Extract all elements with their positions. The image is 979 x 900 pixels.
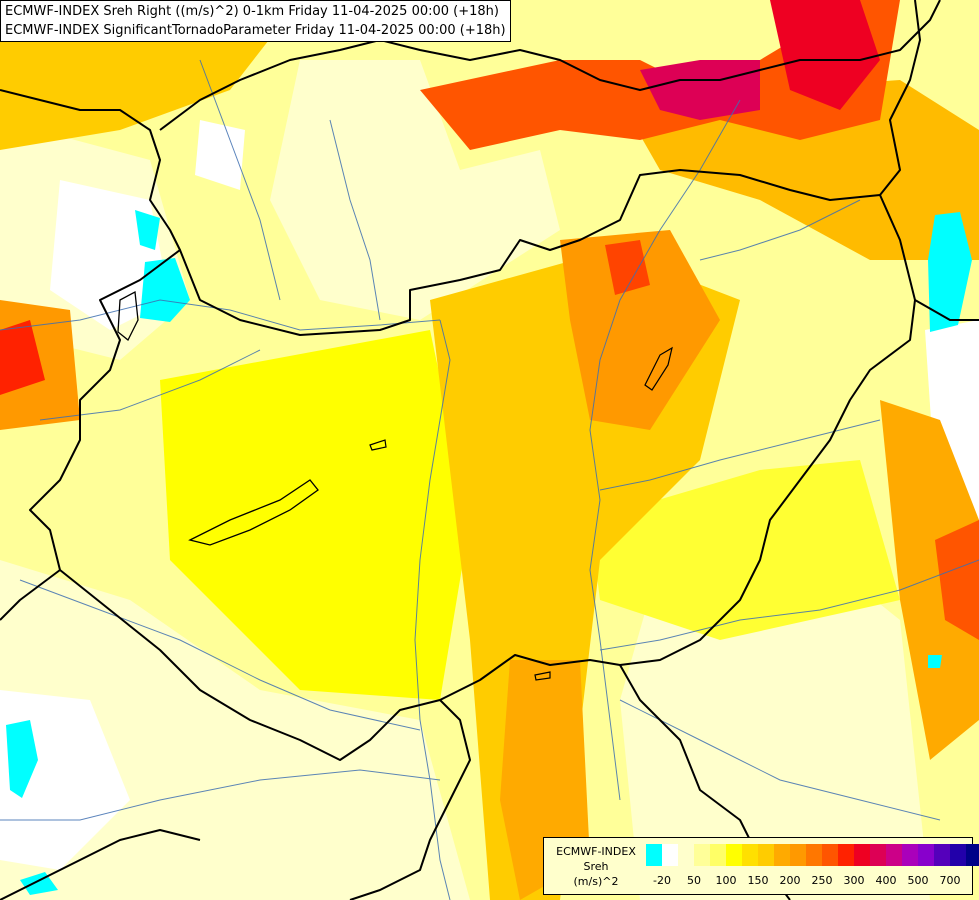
field-crimson-north xyxy=(640,60,760,120)
river-drava xyxy=(19,579,421,731)
legend-swatch xyxy=(886,844,902,866)
legend-swatch xyxy=(838,844,854,866)
legend-swatch xyxy=(870,844,886,866)
river-south-east xyxy=(619,699,941,821)
color-legend: ECMWF-INDEX Sreh (m/s)^2 -20 50 100 150 200 2… xyxy=(543,837,979,895)
legend-variable: Sreh xyxy=(583,860,609,873)
field-cyan-west-2 xyxy=(140,258,190,322)
river-koros xyxy=(599,419,881,491)
field-red-west-spot xyxy=(0,320,45,395)
river-tisza xyxy=(589,99,741,801)
legend-swatch xyxy=(902,844,918,866)
legend-swatch xyxy=(694,844,710,866)
field-cyan-southwest xyxy=(6,720,38,798)
legend-tick-label: 50 xyxy=(687,874,701,887)
river-danube-upper xyxy=(0,299,441,331)
legend-tick-label: 400 xyxy=(875,874,897,887)
river-mures xyxy=(599,559,979,651)
border-southwest xyxy=(0,829,201,900)
legend-tick-label: 150 xyxy=(747,874,769,887)
field-cyan-east-small xyxy=(928,655,942,668)
border-north xyxy=(0,89,181,251)
border-ukraine xyxy=(879,0,921,196)
legend-unit: (m/s)^2 xyxy=(573,875,619,888)
legend-tick-label: 500 xyxy=(907,874,929,887)
border-south xyxy=(349,699,471,900)
border-croatia xyxy=(0,569,61,621)
field-red-northeast xyxy=(770,0,880,110)
lake-neusiedl xyxy=(117,290,139,342)
lake-small-center xyxy=(369,439,387,451)
lake-tisza xyxy=(644,346,673,391)
field-orange-east-band xyxy=(880,400,979,760)
lake-balaton xyxy=(188,479,319,546)
legend-swatch xyxy=(678,844,694,866)
legend-swatch xyxy=(774,844,790,866)
river-north-east xyxy=(699,199,861,261)
river-hron xyxy=(329,119,381,321)
legend-swatch xyxy=(646,844,662,866)
legend-heading: ECMWF-INDEX Sreh (m/s)^2 xyxy=(548,844,644,889)
legend-color-scale xyxy=(646,844,979,866)
legend-swatch xyxy=(918,844,934,866)
field-cyan-south-edge xyxy=(20,872,58,895)
legend-tick-label: 200 xyxy=(779,874,801,887)
legend-swatch xyxy=(966,844,979,866)
field-orange-center xyxy=(560,230,720,430)
legend-swatch xyxy=(934,844,950,866)
river-sava xyxy=(0,769,441,821)
field-lightyellow-north xyxy=(270,60,560,320)
field-red-center-spot xyxy=(605,240,650,295)
map-title-stp: ECMWF-INDEX SignificantTornadoParameter … xyxy=(5,23,506,38)
border-romania-east xyxy=(914,299,979,321)
legend-tick-labels: -20 50 100 150 200 250 300 400 500 700 xyxy=(646,874,968,888)
legend-swatch xyxy=(758,844,774,866)
legend-tick-label: 250 xyxy=(811,874,833,887)
border-slovakia-north xyxy=(159,0,941,131)
legend-tick-label: 300 xyxy=(843,874,865,887)
field-yellow-east xyxy=(590,460,900,640)
legend-swatch xyxy=(742,844,758,866)
legend-swatch xyxy=(662,844,678,866)
legend-swatch xyxy=(790,844,806,866)
legend-source: ECMWF-INDEX xyxy=(556,845,636,858)
map-title-box: ECMWF-INDEX Sreh Right ((m/s)^2) 0-1km F… xyxy=(0,0,511,42)
field-red-east-spot xyxy=(935,520,979,640)
legend-swatch xyxy=(854,844,870,866)
field-white-north xyxy=(195,120,245,190)
legend-swatch xyxy=(710,844,726,866)
legend-swatch xyxy=(950,844,966,866)
map-title-srh: ECMWF-INDEX Sreh Right ((m/s)^2) 0-1km F… xyxy=(5,4,499,19)
field-cyan-west-1 xyxy=(135,210,160,250)
field-yellow-central xyxy=(160,330,470,700)
river-vah xyxy=(199,59,281,301)
field-lightyellow-south xyxy=(0,560,470,900)
legend-tick-label: 700 xyxy=(939,874,961,887)
legend-tick-label: -20 xyxy=(653,874,671,887)
river-danube-bend xyxy=(414,319,451,900)
legend-tick-label: 100 xyxy=(715,874,737,887)
border-hungary xyxy=(29,169,916,761)
legend-swatch xyxy=(822,844,838,866)
field-cyan-east xyxy=(928,212,972,332)
legend-swatch xyxy=(726,844,742,866)
lake-small-south xyxy=(534,671,551,681)
legend-swatch xyxy=(806,844,822,866)
